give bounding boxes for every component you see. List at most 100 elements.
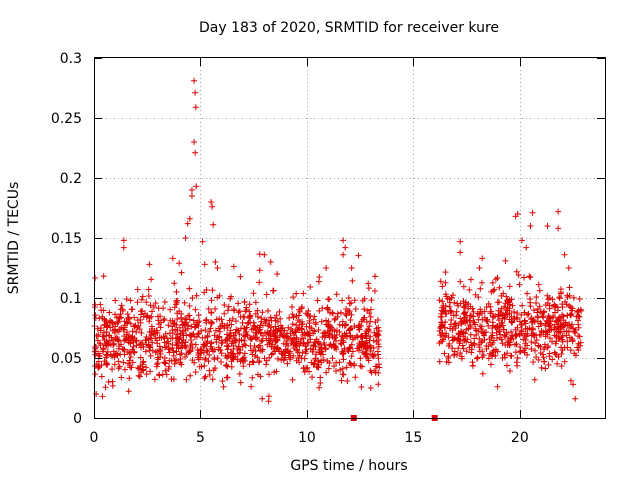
data-point — [528, 346, 535, 353]
y-tick-label: 0.1 — [60, 291, 82, 307]
data-point — [320, 340, 327, 347]
data-point — [297, 340, 304, 347]
data-point — [503, 307, 510, 314]
data-point — [343, 312, 350, 319]
data-point — [100, 273, 107, 280]
data-point — [194, 330, 201, 337]
data-point — [172, 326, 179, 333]
data-point — [372, 273, 379, 280]
data-point — [454, 336, 461, 343]
data-point — [170, 376, 177, 383]
data-point — [453, 308, 460, 315]
data-point — [220, 383, 227, 390]
data-point — [510, 315, 517, 322]
data-point — [236, 331, 243, 338]
data-point — [547, 335, 554, 342]
data-point — [198, 327, 205, 334]
data-point — [506, 301, 513, 308]
data-point — [325, 365, 332, 372]
data-point — [303, 346, 310, 353]
data-point — [540, 354, 547, 361]
data-point — [209, 376, 216, 383]
data-point — [274, 271, 281, 277]
data-point — [223, 336, 230, 343]
data-point — [535, 342, 542, 349]
data-point — [343, 321, 350, 328]
data-point — [92, 312, 99, 319]
data-point — [442, 332, 449, 339]
data-point — [572, 330, 579, 337]
data-point — [134, 317, 141, 324]
data-point — [367, 385, 374, 391]
data-point — [140, 313, 147, 320]
data-point — [128, 306, 135, 313]
data-point — [541, 345, 548, 352]
data-point — [351, 323, 358, 330]
data-point — [300, 290, 307, 297]
data-point — [110, 348, 117, 355]
data-point — [339, 332, 346, 339]
data-point — [317, 374, 324, 381]
data-point — [209, 203, 216, 210]
data-point — [461, 317, 468, 324]
data-point — [203, 316, 210, 323]
data-point — [375, 324, 382, 331]
data-point — [366, 310, 373, 317]
data-point — [575, 333, 582, 340]
data-point — [475, 328, 482, 335]
data-point — [243, 331, 250, 338]
data-point — [528, 339, 535, 345]
data-point — [168, 357, 175, 364]
data-point — [446, 325, 453, 332]
data-point — [193, 333, 200, 340]
data-point — [365, 285, 372, 292]
data-point — [440, 302, 447, 309]
data-point — [289, 311, 296, 318]
data-point — [259, 337, 266, 344]
data-point — [129, 337, 136, 344]
data-point — [246, 301, 253, 308]
data-point — [372, 319, 379, 326]
data-point — [444, 295, 451, 302]
data-point — [571, 328, 578, 335]
data-point — [506, 316, 513, 323]
y-tick-label: 0.05 — [51, 351, 82, 367]
data-point — [557, 315, 564, 322]
data-point — [147, 368, 154, 375]
data-point — [471, 340, 478, 347]
data-point — [361, 295, 368, 302]
data-point — [318, 357, 325, 364]
chart-title: Day 183 of 2020, SRMTID for receiver kur… — [199, 20, 499, 36]
data-point — [496, 299, 502, 306]
data-point — [371, 351, 378, 358]
data-point — [92, 344, 99, 351]
data-point — [112, 323, 119, 330]
data-point — [295, 349, 302, 356]
data-point — [193, 183, 200, 190]
data-point — [371, 287, 378, 294]
data-point — [358, 363, 365, 370]
data-point — [149, 325, 156, 332]
data-point — [251, 323, 258, 330]
data-point — [263, 291, 270, 298]
data-point — [224, 337, 231, 344]
data-point — [190, 317, 197, 324]
data-point — [299, 320, 306, 327]
data-point — [106, 333, 113, 340]
data-point — [533, 299, 540, 306]
data-point — [339, 333, 346, 340]
data-point — [148, 276, 155, 283]
data-point — [156, 371, 163, 378]
data-point — [151, 376, 158, 383]
data-point — [566, 284, 573, 291]
data-point — [251, 342, 258, 349]
data-point — [565, 328, 572, 335]
data-point — [121, 318, 128, 325]
data-point — [492, 346, 499, 353]
data-point — [258, 338, 265, 345]
data-point — [373, 332, 380, 339]
data-point — [192, 104, 199, 111]
data-point — [326, 330, 333, 337]
data-point — [311, 328, 318, 335]
data-point — [181, 315, 188, 322]
